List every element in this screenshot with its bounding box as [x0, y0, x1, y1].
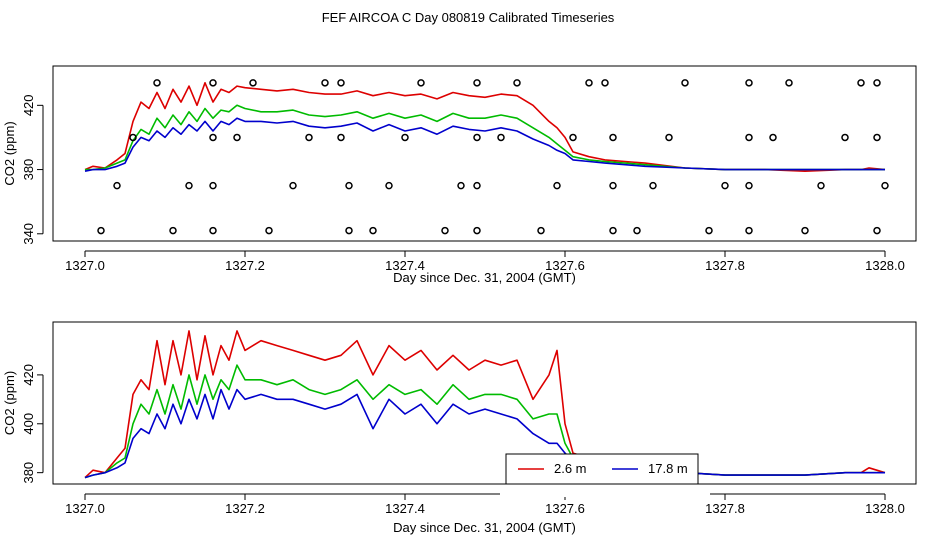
marker-point [537, 226, 545, 235]
marker-point [153, 79, 161, 87]
x-axis-title: Day since Dec. 31, 2004 (GMT) [393, 270, 576, 285]
x-tick-label: 1328.0 [865, 258, 905, 273]
y-tick-label: 420 [21, 94, 36, 116]
marker-point [473, 79, 481, 87]
marker-point [609, 133, 617, 142]
series-line-17-8-m [84, 117, 885, 172]
marker-point [745, 133, 753, 142]
marker-point [321, 79, 329, 87]
marker-point [249, 79, 257, 87]
x-tick-label: 1327.8 [705, 258, 745, 273]
marker-point [585, 79, 593, 87]
marker-point [169, 226, 177, 235]
marker-point [649, 181, 657, 190]
marker-point [97, 226, 105, 235]
marker-point [873, 133, 881, 142]
marker-point [209, 181, 217, 190]
y-axis-title: CO2 (ppm) [2, 121, 17, 185]
marker-point [129, 133, 137, 142]
marker-point [497, 133, 505, 142]
y-tick-label: 340 [21, 223, 36, 245]
x-tick-label: 1327.0 [65, 258, 105, 273]
y-tick-label: 400 [21, 413, 36, 435]
y-tick-label: 380 [21, 159, 36, 181]
marker-point [881, 181, 889, 190]
x-tick-label: 1327.2 [225, 501, 265, 516]
y-tick-label: 380 [21, 462, 36, 484]
x-tick-label: 1327.2 [225, 258, 265, 273]
marker-point [369, 226, 377, 235]
marker-point [441, 226, 449, 235]
marker-point [209, 133, 217, 142]
marker-point [185, 181, 193, 190]
marker-point [769, 133, 777, 142]
x-tick-label: 1327.4 [385, 501, 425, 516]
x-tick-label: 1327.6 [545, 501, 585, 516]
x-tick-label: 1327.0 [65, 501, 105, 516]
y-axis-title: CO2 (ppm) [2, 371, 17, 435]
marker-point [609, 181, 617, 190]
marker-point [417, 79, 425, 87]
top-panel: 1327.0 1327.2 1327.4 1327.6 1327.8 1328.0 340 3… [2, 65, 917, 285]
marker-point [473, 226, 481, 235]
marker-point [633, 226, 641, 235]
marker-point [305, 133, 313, 142]
marker-point [801, 226, 809, 235]
series-line-0-5-m [84, 364, 885, 479]
series-line-2-6-m [84, 330, 886, 479]
x-tick-label: 1327.6 [545, 258, 585, 273]
marker-point [817, 181, 825, 190]
plot-frame [52, 321, 917, 485]
marker-point [609, 226, 617, 235]
marker-point [345, 226, 353, 235]
x-tick-label: 1327.8 [705, 501, 745, 516]
marker-point [345, 181, 353, 190]
marker-point [209, 79, 217, 87]
marker-point [401, 133, 409, 142]
series-line-0-5-m [85, 104, 885, 171]
marker-point [721, 181, 729, 190]
marker-point [745, 79, 753, 87]
y-tick-label: 420 [21, 364, 36, 386]
marker-point [873, 226, 881, 235]
marker-point [705, 226, 713, 235]
marker-point [745, 226, 753, 235]
marker-point [569, 133, 577, 142]
marker-point [553, 181, 561, 190]
series-line-17-8-m [84, 388, 885, 479]
x-tick-label: 1327.4 [385, 258, 425, 273]
series-line-2-6-m [84, 82, 886, 172]
marker-point [513, 79, 521, 87]
marker-point [337, 133, 345, 142]
marker-point [265, 226, 273, 235]
marker-point [233, 133, 241, 142]
bottom-panel: 1327.0 1327.2 1327.4 1327.6 1327.8 1328.0 380 4… [2, 321, 917, 535]
marker-point [337, 79, 345, 87]
marker-point [665, 133, 673, 142]
marker-point [473, 181, 481, 190]
marker-point [113, 181, 121, 190]
marker-point [385, 181, 393, 190]
marker-point [209, 226, 217, 235]
marker-point [473, 133, 481, 142]
marker-point [289, 181, 297, 190]
plot-frame [52, 65, 917, 242]
marker-point [601, 79, 609, 87]
marker-point [873, 79, 881, 87]
marker-point [785, 79, 793, 87]
x-tick-label: 1328.0 [865, 501, 905, 516]
marker-point [681, 79, 689, 87]
marker-point [457, 181, 465, 190]
legend-label: 2.6 m [554, 461, 587, 476]
marker-point [745, 181, 753, 190]
x-axis-title: Day since Dec. 31, 2004 (GMT) [393, 520, 576, 535]
legend-clip-mask [500, 485, 710, 497]
marker-point [841, 133, 849, 142]
page-title: FEF AIRCOA C Day 080819 Calibrated Times… [321, 10, 615, 25]
legend-label: 17.8 m [648, 461, 688, 476]
marker-point [857, 79, 865, 87]
